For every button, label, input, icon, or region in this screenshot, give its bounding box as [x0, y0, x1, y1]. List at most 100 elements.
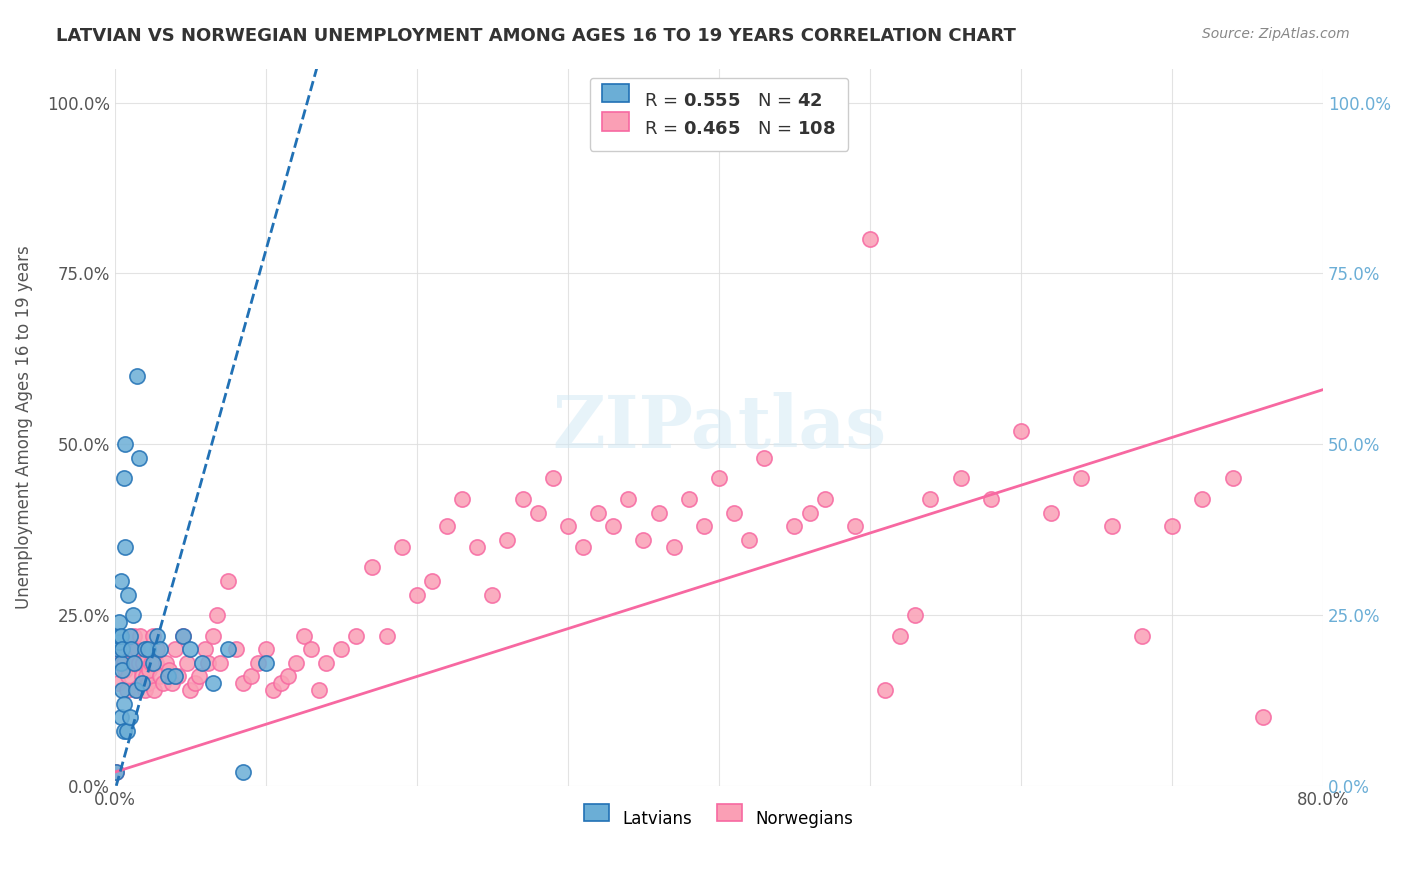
Y-axis label: Unemployment Among Ages 16 to 19 years: Unemployment Among Ages 16 to 19 years — [15, 245, 32, 609]
Point — [391, 540, 413, 554]
Text: Source: ZipAtlas.com: Source: ZipAtlas.com — [1202, 27, 1350, 41]
Point — [920, 491, 942, 506]
Point — [110, 642, 132, 657]
Point — [136, 676, 159, 690]
Point — [875, 683, 897, 698]
Point — [124, 628, 146, 642]
Point — [254, 642, 277, 657]
Point — [980, 491, 1002, 506]
Point — [112, 697, 135, 711]
Point — [254, 656, 277, 670]
Point — [693, 519, 716, 533]
Point — [707, 471, 730, 485]
Point — [512, 491, 534, 506]
Point — [209, 656, 232, 670]
Point — [117, 669, 139, 683]
Point — [1040, 506, 1063, 520]
Text: ZIPatlas: ZIPatlas — [553, 392, 886, 463]
Point — [247, 656, 270, 670]
Point — [131, 669, 153, 683]
Point — [127, 368, 149, 383]
Point — [120, 642, 142, 657]
Point — [111, 663, 134, 677]
Point — [110, 710, 132, 724]
Point — [436, 519, 458, 533]
Point — [108, 628, 131, 642]
Point — [108, 656, 131, 670]
Text: LATVIAN VS NORWEGIAN UNEMPLOYMENT AMONG AGES 16 TO 19 YEARS CORRELATION CHART: LATVIAN VS NORWEGIAN UNEMPLOYMENT AMONG … — [56, 27, 1017, 45]
Point — [647, 506, 669, 520]
Point — [157, 663, 180, 677]
Point — [1161, 519, 1184, 533]
Point — [451, 491, 474, 506]
Point — [145, 656, 167, 670]
Point — [270, 676, 292, 690]
Point — [859, 232, 882, 246]
Point — [114, 540, 136, 554]
Point — [239, 669, 262, 683]
Point — [285, 656, 308, 670]
Point — [149, 642, 172, 657]
Point — [128, 450, 150, 465]
Point — [844, 519, 866, 533]
Point — [662, 540, 685, 554]
Point — [176, 656, 198, 670]
Point — [586, 506, 609, 520]
Point — [152, 676, 174, 690]
Point — [201, 628, 224, 642]
Point — [108, 615, 131, 629]
Point — [114, 663, 136, 677]
Point — [889, 628, 911, 642]
Point — [207, 607, 229, 622]
Point — [572, 540, 595, 554]
Point — [197, 656, 219, 670]
Point — [125, 683, 148, 698]
Point — [117, 587, 139, 601]
Point — [136, 642, 159, 657]
Point — [783, 519, 806, 533]
Point — [360, 560, 382, 574]
Point — [232, 765, 254, 780]
Point — [1070, 471, 1092, 485]
Point — [1191, 491, 1213, 506]
Point — [754, 450, 776, 465]
Point — [143, 683, 166, 698]
Point — [132, 656, 155, 670]
Point — [138, 663, 160, 677]
Point — [112, 471, 135, 485]
Point — [156, 669, 179, 683]
Point — [155, 656, 177, 670]
Point — [262, 683, 284, 698]
Point — [110, 656, 132, 670]
Point — [127, 642, 149, 657]
Point — [146, 628, 169, 642]
Point — [308, 683, 330, 698]
Point — [541, 471, 564, 485]
Point — [165, 642, 187, 657]
Point — [277, 669, 299, 683]
Point — [129, 628, 152, 642]
Point — [112, 724, 135, 739]
Point — [602, 519, 624, 533]
Point — [194, 642, 217, 657]
Point — [292, 628, 315, 642]
Point — [949, 471, 972, 485]
Point — [172, 628, 194, 642]
Point — [633, 533, 655, 547]
Point — [188, 669, 211, 683]
Point — [299, 642, 322, 657]
Point — [315, 656, 337, 670]
Point — [124, 656, 146, 670]
Point — [225, 642, 247, 657]
Point — [738, 533, 761, 547]
Point — [420, 574, 443, 588]
Point — [481, 587, 503, 601]
Point — [217, 642, 239, 657]
Point — [405, 587, 427, 601]
Point — [111, 642, 134, 657]
Point — [120, 642, 142, 657]
Point — [904, 607, 927, 622]
Point — [1222, 471, 1244, 485]
Point — [112, 656, 135, 670]
Point — [128, 656, 150, 670]
